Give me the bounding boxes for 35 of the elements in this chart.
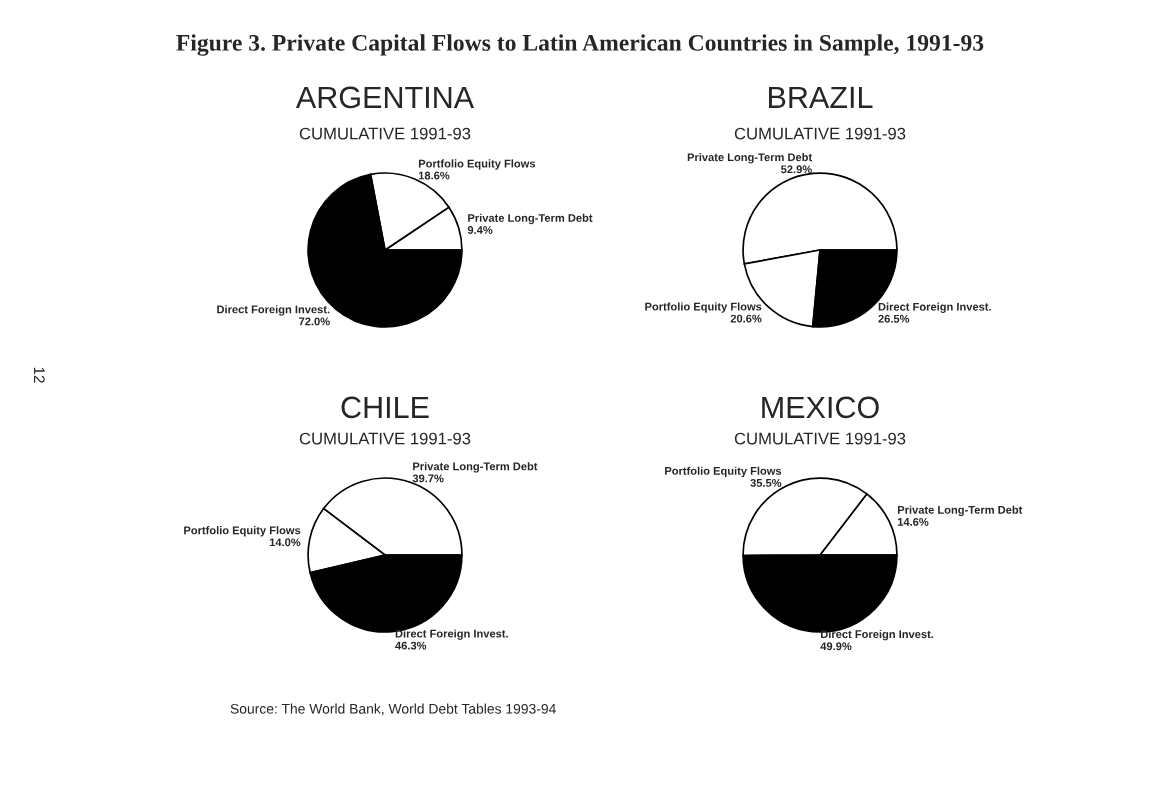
source-note: Source: The World Bank, World Debt Tables 1993-94 — [230, 703, 556, 716]
slice-label: Direct Foreign Invest. — [821, 629, 934, 641]
chart-subtitle: CUMULATIVE 1991-93 — [734, 127, 906, 140]
data-label: 20.6% — [730, 314, 762, 323]
data-label: 18.6% — [418, 171, 450, 180]
data-label: 46.3% — [395, 641, 427, 650]
data-label: 72.0% — [299, 317, 330, 326]
data-label: 26.5% — [878, 314, 910, 323]
slice-label: Direct Foreign Invest. — [395, 629, 508, 640]
text: 12 — [34, 367, 45, 383]
chart-subtitle: CUMULATIVE 1991-93 — [299, 127, 471, 140]
slice-label: Portfolio Equity Flows — [418, 159, 536, 170]
slice-label: Private Long-Term Debt — [468, 213, 593, 225]
slice-label: Portfolio Equity Flows — [184, 526, 301, 537]
data-label: 14.0% — [269, 538, 301, 547]
chart-title: BRAZIL — [769, 86, 873, 108]
chart-title: MEXICO — [762, 396, 879, 419]
slice-label: Direct Foreign Invest. — [878, 302, 991, 313]
chart-title: CHILE — [341, 396, 429, 419]
data-label: 35.5% — [750, 478, 782, 487]
slice-label: Direct Foreign Invest. — [217, 305, 330, 316]
data-label: 39.7% — [412, 474, 444, 483]
chart-subtitle: CUMULATIVE 1991-93 — [734, 432, 906, 445]
text: Figure 3. Private Capital Flows to Latin American Countries in Sample, 1991-93 — [176, 34, 984, 56]
data-label: 52.9% — [781, 165, 812, 174]
chart-title: ARGENTINA — [295, 86, 475, 109]
data-label: 49.9% — [820, 642, 852, 651]
slice-label: Private Long-Term Debt — [687, 153, 813, 164]
slice-label: Portfolio Equity Flows — [645, 302, 762, 313]
chart-subtitle: CUMULATIVE 1991-93 — [299, 432, 471, 445]
slice-label: Private Long-Term Debt — [413, 462, 538, 473]
slice-label: Portfolio Equity Flows — [665, 466, 782, 478]
slice-label: Private Long-Term Debt — [897, 505, 1023, 517]
data-label: 9.4% — [467, 226, 493, 234]
data-label: 14.6% — [897, 517, 929, 526]
